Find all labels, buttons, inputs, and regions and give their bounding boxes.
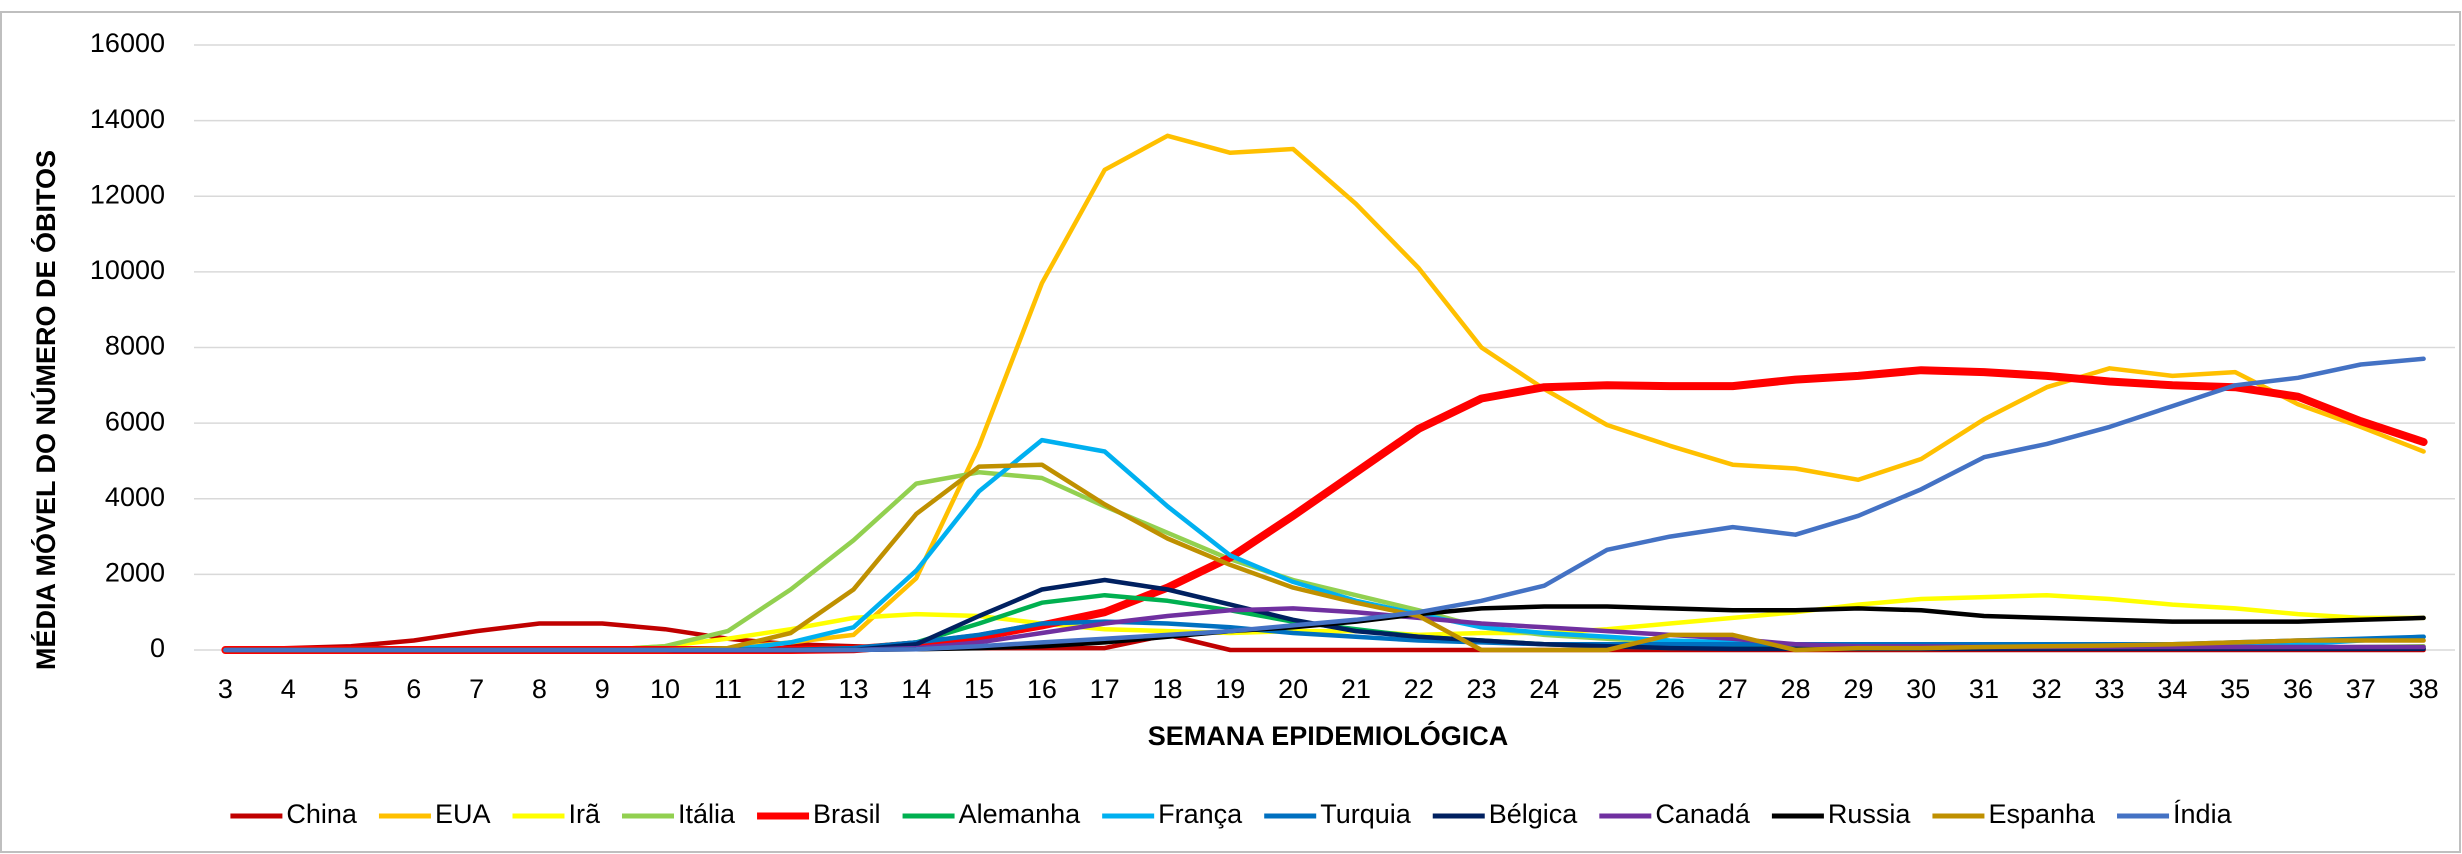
x-tick-label: 8 — [532, 674, 547, 704]
x-tick-label: 20 — [1278, 674, 1308, 704]
x-tick-label: 3 — [218, 674, 233, 704]
x-tick-label: 17 — [1090, 674, 1120, 704]
x-tick-label: 35 — [2220, 674, 2250, 704]
legend-label: França — [1158, 799, 1243, 829]
legend-label: Turquia — [1320, 799, 1412, 829]
x-tick-label: 7 — [469, 674, 484, 704]
legend-label: Brasil — [813, 799, 881, 829]
x-tick-label: 4 — [281, 674, 296, 704]
x-tick-label: 19 — [1215, 674, 1245, 704]
x-tick-label: 22 — [1404, 674, 1434, 704]
y-tick-label: 10000 — [90, 255, 165, 285]
legend-label: Irã — [568, 799, 600, 829]
x-tick-label: 13 — [838, 674, 868, 704]
y-tick-label: 16000 — [90, 28, 165, 58]
legend-label: Bélgica — [1489, 799, 1579, 829]
legend-label: EUA — [435, 799, 491, 829]
y-tick-label: 0 — [150, 633, 165, 663]
y-tick-label: 2000 — [105, 558, 165, 588]
x-tick-label: 27 — [1718, 674, 1748, 704]
x-tick-label: 14 — [901, 674, 931, 704]
legend-label: Itália — [678, 799, 736, 829]
x-tick-label: 24 — [1529, 674, 1559, 704]
x-axis-title: SEMANA EPIDEMIOLÓGICA — [1148, 720, 1509, 751]
y-tick-label: 8000 — [105, 331, 165, 361]
x-tick-label: 12 — [776, 674, 806, 704]
x-tick-label: 37 — [2346, 674, 2376, 704]
x-tick-label: 31 — [1969, 674, 1999, 704]
y-tick-label: 14000 — [90, 104, 165, 134]
series-line — [223, 356, 2426, 653]
x-tick-label: 36 — [2283, 674, 2313, 704]
x-tick-label: 26 — [1655, 674, 1685, 704]
x-tick-label: 18 — [1152, 674, 1182, 704]
x-tick-label: 38 — [2409, 674, 2439, 704]
x-tick-label: 9 — [595, 674, 610, 704]
x-tick-label: 11 — [714, 674, 742, 704]
x-tick-label: 33 — [2095, 674, 2125, 704]
x-tick-label: 28 — [1781, 674, 1811, 704]
legend-label: Alemanha — [959, 799, 1082, 829]
legend-label: Canadá — [1655, 799, 1751, 829]
x-tick-label: 15 — [964, 674, 994, 704]
legend-label: Espanha — [1988, 799, 2096, 829]
x-tick-label: 5 — [343, 674, 358, 704]
x-tick-label: 32 — [2032, 674, 2062, 704]
y-axis-title: MÉDIA MÓVEL DO NÚMERO DE ÓBITOS — [30, 150, 61, 670]
x-tick-label: 10 — [650, 674, 680, 704]
x-tick-label: 6 — [406, 674, 421, 704]
x-tick-label: 25 — [1592, 674, 1622, 704]
legend-label: China — [286, 799, 358, 829]
x-tick-label: 34 — [2157, 674, 2187, 704]
y-tick-label: 6000 — [105, 406, 165, 436]
x-tick-label: 21 — [1341, 674, 1371, 704]
legend-label: Russia — [1828, 799, 1912, 829]
y-tick-label: 12000 — [90, 179, 165, 209]
legend-label: Índia — [2173, 799, 2233, 829]
x-tick-label: 23 — [1466, 674, 1496, 704]
legend: China EUA Irã Itália Brasil Alemanha França Tur… — [230, 799, 2233, 829]
x-tick-label: 16 — [1027, 674, 1057, 704]
x-tick-label: 29 — [1843, 674, 1873, 704]
x-tick-label: 30 — [1906, 674, 1936, 704]
y-tick-label: 4000 — [105, 482, 165, 512]
